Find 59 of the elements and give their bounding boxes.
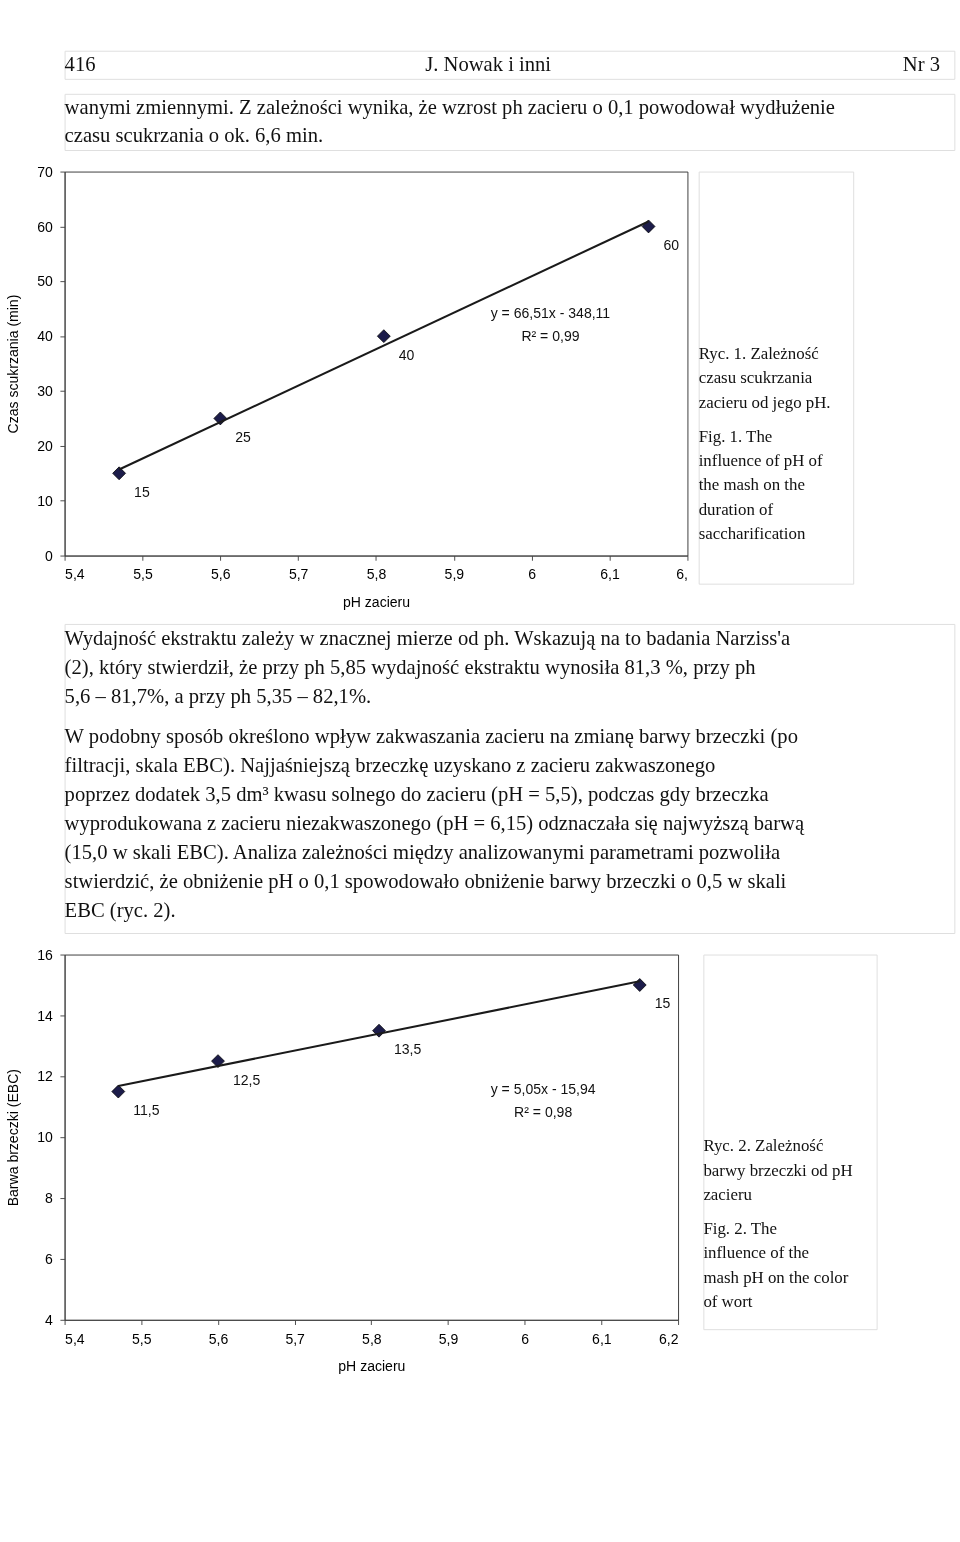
x-tick-label: 6, [676,566,688,583]
data-label: 25 [235,428,252,445]
y-tick-label: 10 [37,492,54,509]
y-tick-label: 4 [45,1312,54,1328]
x-tick-label: 5,5 [132,1330,152,1347]
text: wanymi zmiennymi. Z zależności wynika, że wzrost ph zacieru o 0,1 powodował wydłużenie czasu scukrzania o ok. 6,6 min. [64,96,835,146]
text: 416 [64,53,96,76]
y-tick-label: 70 [37,163,54,180]
annotation: R² = 0,99 [521,327,580,344]
x-tick-label: 5,8 [362,1330,382,1347]
x-tick-label: 5,8 [366,566,387,583]
y-tick-label: 40 [37,328,54,345]
caption: Fig. 1. The influence of pH of the mash on the duration of saccharification [698,426,824,544]
y-tick-label: 30 [37,383,54,400]
data-label: 15 [654,995,671,1012]
text: J. Nowak i inni [425,53,552,76]
annotation: R² = 0,98 [514,1103,573,1120]
data-label: 60 [663,236,680,253]
y-tick-label: 10 [37,1129,54,1146]
text: Ryc. 2. Zależność barwy brzeczki od pH zacieru [703,1136,853,1204]
y-tick-label: 20 [37,438,54,455]
y-tick-label: 50 [37,273,54,290]
y-tick-label: 0 [45,547,54,564]
annotation: y = 5,05x - 15,94 [490,1081,596,1098]
x-tick-label: 5,6 [211,566,231,583]
y-tick-label: 16 [37,946,54,963]
text: Ryc. 1. Zależność czasu scukrzania zacieru od jego pH. [698,343,831,412]
x-tick-label: 5,7 [288,566,309,583]
x-axis-title: pH zacieru [338,1357,406,1374]
x-tick-label: 5,4 [65,1330,85,1347]
x-tick-label: 6,2 [659,1330,679,1347]
x-tick-label: 6,1 [600,566,621,583]
y-axis-title: Czas scukrzania (min) [4,294,21,434]
y-axis-title: Barwa brzeczki (EBC) [4,1069,21,1207]
data-label: 40 [398,346,415,363]
data-label: 12,5 [232,1071,261,1088]
y-tick-label: 14 [37,1007,54,1024]
text: W podobny sposób określono wpływ zakwaszania zacieru na zmianę barwy brzeczki (po filtracji, skala EBC). Najjaśniejszą brzeczkę uzyskano z zacieru zakwaszonego poprzez dodatek 3,5 dm³ kwasu solnego do zacieru (pH = 5,5), podczas gdy brzeczka wyprodukowana z zacieru niezakwaszonego (pH = 6,15) odznaczała się najwyższą barwą (15,0 w skali EBC). Analiza zależności między analizowanymi parametrami pozwoliła stwierdzić, że obniżenie pH o 0,1 spowodowało obniżenie barwy brzeczki o 0,5 w skali EBC (ryc. 2). [64,725,805,923]
text: Wydajność ekstraktu zależy w znacznej mierze od ph. Wskazują na to badania Narziss'a (2), który stwierdził, że przy ph 5,85 wydajność ekstraktu wynosiła 81,3 %, przy ph 5,6 – 81,7%, a przy ph 5,35 – 82,1%. [64,626,791,708]
caption: Fig. 2. The influence of the mash pH on the color of wort [703,1219,849,1312]
data-label: 11,5 [133,1101,160,1118]
x-tick-label: 6 [521,1330,530,1347]
y-tick-label: 8 [45,1190,54,1207]
text: Nr 3 [902,53,941,76]
x-tick-label: 5,5 [133,566,153,583]
annotation: y = 66,51x - 348,11 [490,305,611,322]
x-tick-label: 6 [528,566,537,583]
data-label: 13,5 [394,1041,422,1058]
data-label: 15 [134,483,150,500]
x-axis-title: pH zacieru [342,593,411,610]
y-tick-label: 6 [45,1251,54,1268]
y-tick-label: 60 [37,218,54,235]
y-tick-label: 12 [37,1068,54,1085]
x-tick-label: 5,6 [208,1330,229,1347]
x-tick-label: 6,1 [592,1330,612,1347]
x-tick-label: 5,9 [438,1330,459,1347]
x-tick-label: 5,4 [65,566,85,583]
x-tick-label: 5,9 [444,566,465,583]
x-tick-label: 5,7 [285,1330,306,1347]
